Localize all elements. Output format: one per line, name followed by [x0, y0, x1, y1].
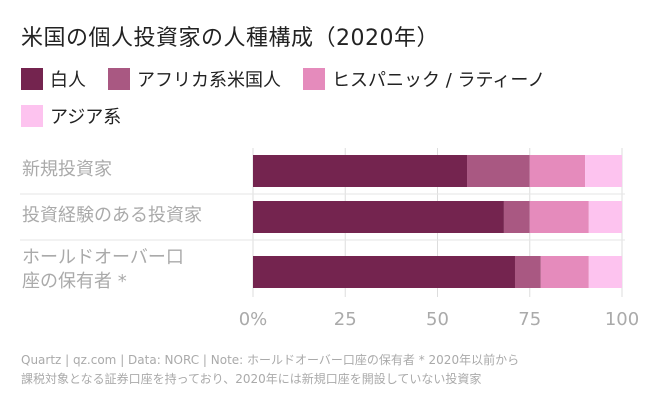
- legend-label: アジア系: [50, 107, 122, 128]
- x-tick-label: 100: [605, 309, 639, 330]
- legend-item-0: 白人: [21, 66, 86, 92]
- bar-segment: [588, 201, 622, 233]
- legend-label: 白人: [50, 70, 86, 91]
- bar-segment: [588, 256, 622, 288]
- bar-segment: [253, 201, 504, 233]
- category-label: 投資経験のある投資家: [22, 205, 202, 226]
- chart-legend: 白人 アフリカ系米国人 ヒスパニック / ラティーノアジア系: [21, 66, 631, 129]
- legend-item-2: ヒスパニック / ラティーノ: [303, 66, 545, 92]
- bar-segment: [540, 256, 589, 288]
- category-label: ホールドオーバー口: [22, 247, 184, 268]
- bar-segment: [503, 201, 530, 233]
- legend-item-1: アフリカ系米国人: [108, 66, 281, 92]
- x-tick-label: 50: [426, 309, 449, 330]
- legend-swatch: [21, 105, 43, 127]
- bar-segment: [529, 155, 586, 187]
- footer-note-continued: 課税対象となる証券口座を持っており、2020年には新規口座を開設していない投資家: [21, 372, 482, 386]
- bar-segment: [585, 155, 622, 187]
- legend-label: アフリカ系米国人: [137, 70, 281, 91]
- bar-segment: [529, 201, 589, 233]
- category-label: 座の保有者 *: [22, 271, 127, 292]
- legend-label: ヒスパニック / ラティーノ: [332, 70, 546, 91]
- legend-swatch: [21, 68, 43, 90]
- bar-segment: [514, 256, 541, 288]
- x-tick-label: 75: [518, 309, 541, 330]
- bar-segment: [253, 155, 468, 187]
- chart-title: 米国の個人投資家の人種構成（2020年）: [21, 26, 439, 51]
- x-tick-label: 25: [334, 309, 357, 330]
- legend-swatch: [303, 68, 325, 90]
- chart-footer: Quartz | qz.com | Data: NORC | Note: ホール…: [21, 351, 636, 389]
- x-tick-label: 0%: [239, 309, 268, 330]
- legend-swatch: [108, 68, 130, 90]
- category-label: 新規投資家: [22, 159, 112, 180]
- bar-segment: [467, 155, 530, 187]
- footer-source-note: Quartz | qz.com | Data: NORC | Note: ホール…: [21, 353, 520, 367]
- bar-segment: [253, 256, 515, 288]
- legend-item-3: アジア系: [21, 103, 121, 129]
